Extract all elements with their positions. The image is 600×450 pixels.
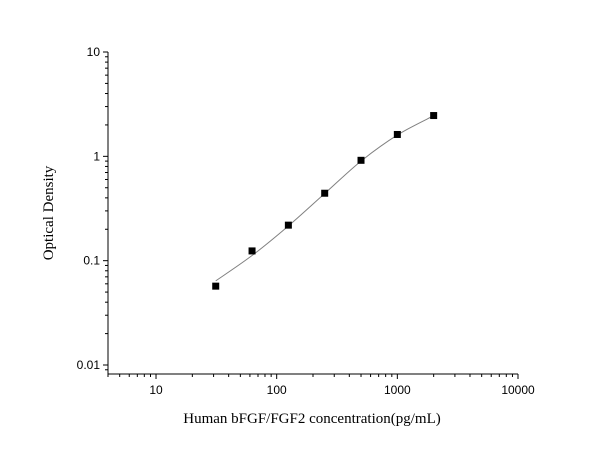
y-tick-label: 10 <box>87 45 101 59</box>
x-axis-label: Human bFGF/FGF2 concentration(pg/mL) <box>183 411 440 427</box>
data-point <box>393 130 401 138</box>
y-axis-label: Optical Density <box>41 165 57 260</box>
fit-curve <box>215 115 434 282</box>
x-tick-label: 10 <box>149 383 163 397</box>
y-tick-label: 1 <box>93 149 100 163</box>
x-tick-label: 1000 <box>384 383 411 397</box>
data-point <box>357 156 365 164</box>
data-point <box>284 221 292 229</box>
x-tick-label: 10000 <box>501 383 535 397</box>
data-point <box>321 189 329 197</box>
data-point <box>212 282 220 290</box>
y-tick-label: 0.01 <box>77 358 101 372</box>
data-point <box>430 112 438 120</box>
data-point <box>248 247 256 255</box>
x-tick-label: 100 <box>267 383 287 397</box>
y-tick-label: 0.1 <box>83 254 100 268</box>
